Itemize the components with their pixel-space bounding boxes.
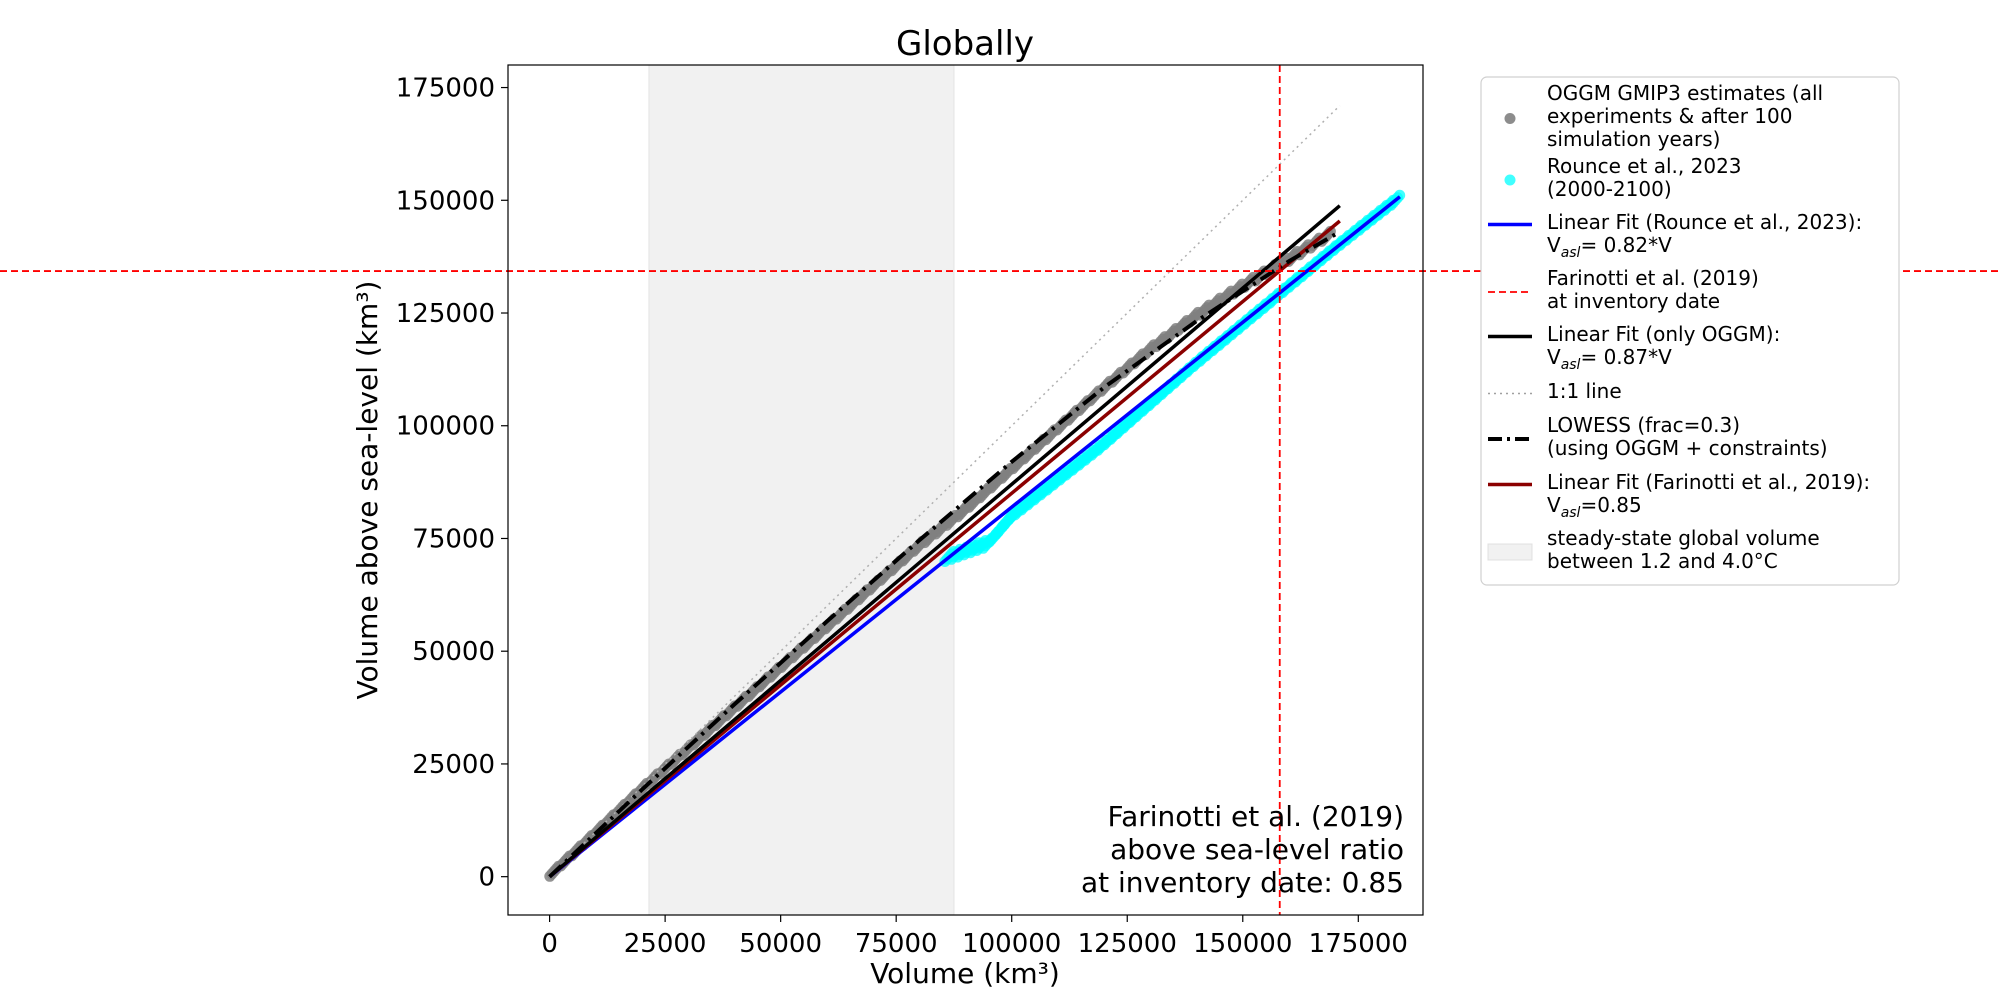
legend-label: Linear Fit (Farinotti et al., 2019): <box>1547 470 1870 494</box>
y-tick-label: 100000 <box>396 412 495 442</box>
x-tick-label: 75000 <box>855 929 938 959</box>
x-tick-label: 100000 <box>962 929 1061 959</box>
legend-label: (using OGGM + constraints) <box>1547 436 1828 460</box>
chart-title: Globally <box>896 24 1034 64</box>
y-tick-label: 150000 <box>396 186 495 216</box>
plot-content <box>544 65 1406 915</box>
legend-label: between 1.2 and 4.0°C <box>1547 549 1778 573</box>
y-tick-label: 75000 <box>412 524 495 554</box>
ratio-annotation: Farinotti et al. (2019) above sea-level … <box>1081 800 1404 899</box>
series-line-linear-fit-farinotti-et-al-2019 <box>548 219 1341 879</box>
legend-label-formula: Vasl= 0.82*V <box>1547 233 1672 261</box>
legend-label: Farinotti et al. (2019) <box>1547 266 1759 290</box>
x-tick-label: 175000 <box>1309 929 1408 959</box>
legend-item: Farinotti et al. (2019)at inventory date <box>1488 266 1759 313</box>
plot-area <box>0 65 2000 915</box>
legend-label: 1:1 line <box>1547 379 1622 403</box>
legend-item: Rounce et al., 2023(2000-2100) <box>1504 154 1742 201</box>
legend-item: LOWESS (frac=0.3)(using OGGM + constrain… <box>1488 413 1828 460</box>
legend-item: Linear Fit (only OGGM):Vasl= 0.87*V <box>1488 322 1780 373</box>
plot-frame <box>507 64 1424 916</box>
series-line-linear-fit-rounce-et-al-2023 <box>548 195 1401 879</box>
series-rounce-points <box>939 189 1406 567</box>
y-tick-label: 175000 <box>396 74 495 104</box>
legend-label: simulation years) <box>1547 127 1720 151</box>
steady-state-region <box>648 65 955 915</box>
y-tick-label: 25000 <box>412 750 495 780</box>
y-tick-label: 0 <box>478 863 495 893</box>
x-tick-label: 125000 <box>1078 929 1177 959</box>
legend-label: OGGM GMIP3 estimates (all <box>1547 81 1823 105</box>
legend-label: Linear Fit (Rounce et al., 2023): <box>1547 210 1862 234</box>
legend-item: Linear Fit (Farinotti et al., 2019):Vasl… <box>1488 470 1870 521</box>
legend-marker <box>1487 543 1533 561</box>
legend-label: Rounce et al., 2023 <box>1547 154 1742 178</box>
legend-marker <box>1504 113 1516 124</box>
x-axis-label: Volume (km³) <box>870 957 1060 990</box>
y-axis-label: Volume above sea-level (km³) <box>351 281 384 700</box>
x-tick-label: 150000 <box>1193 929 1292 959</box>
x-tick-label: 25000 <box>624 929 707 959</box>
y-tick-label: 50000 <box>412 637 495 667</box>
series-line-1-1-line <box>549 105 1341 878</box>
annotation-line-1: Farinotti et al. (2019) <box>1108 800 1404 833</box>
legend-item: Linear Fit (Rounce et al., 2023):Vasl= 0… <box>1488 210 1862 261</box>
annotation-line-2: above sea-level ratio <box>1110 833 1404 866</box>
legend-label: at inventory date <box>1547 289 1720 313</box>
legend-label: steady-state global volume <box>1547 526 1820 550</box>
legend-label-formula: Vasl=0.85 <box>1547 493 1642 521</box>
series-line-linear-fit-only-oggm <box>548 204 1341 879</box>
legend-item: 1:1 line <box>1488 379 1622 403</box>
y-axis: 0 25000 50000 75000 100000 125000 150000 175000 <box>396 74 508 893</box>
legend-label: experiments & after 100 <box>1547 104 1792 128</box>
legend-label: Linear Fit (only OGGM): <box>1547 322 1780 346</box>
series-line-lowess-frac-0-3-using-oggm-constraints <box>548 230 1341 879</box>
legend-label: (2000-2100) <box>1547 177 1672 201</box>
x-tick-label: 0 <box>541 929 558 959</box>
x-tick-label: 50000 <box>739 929 822 959</box>
legend-label: LOWESS (frac=0.3) <box>1547 413 1740 437</box>
x-axis: 0 25000 50000 75000 100000 125000 150000 175000 <box>541 915 1408 959</box>
legend-box <box>1480 76 1900 586</box>
y-tick-label: 125000 <box>396 299 495 329</box>
annotation-line-3: at inventory date: 0.85 <box>1081 866 1404 899</box>
legend-marker <box>1504 174 1516 186</box>
legend-label-formula: Vasl= 0.87*V <box>1547 345 1672 373</box>
